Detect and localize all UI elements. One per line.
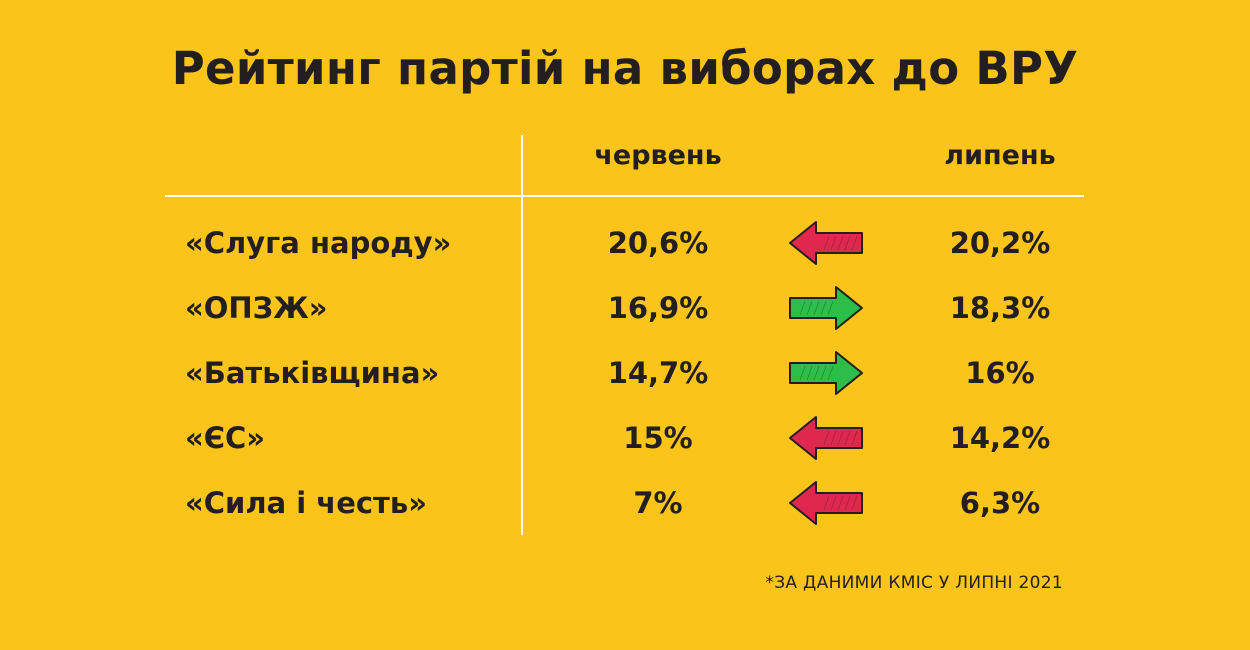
table-vertical-divider bbox=[521, 135, 523, 535]
june-value: 16,9% bbox=[607, 291, 709, 325]
table-row: «Сила і честь» 7% 6,3% bbox=[0, 478, 1250, 528]
july-value: 14,2% bbox=[949, 421, 1051, 455]
chart-title: Рейтинг партій на виборах до ВРУ bbox=[171, 42, 1079, 95]
table-row: «Слуга народу» 20,6% 20,2% bbox=[0, 218, 1250, 268]
party-name: «ЄС» bbox=[185, 421, 266, 455]
june-value: 14,7% bbox=[607, 356, 709, 390]
table-row: «ЄС» 15% 14,2% bbox=[0, 413, 1250, 463]
arrow-left-icon bbox=[789, 221, 863, 265]
arrow-right-icon bbox=[789, 351, 863, 395]
party-name: «ОПЗЖ» bbox=[185, 291, 328, 325]
table-header-divider bbox=[165, 195, 1084, 197]
column-header-july: липень bbox=[944, 140, 1056, 171]
july-value: 18,3% bbox=[949, 291, 1051, 325]
july-value: 6,3% bbox=[959, 486, 1041, 520]
arrow-left-icon bbox=[789, 416, 863, 460]
table-row: «ОПЗЖ» 16,9% 18,3% bbox=[0, 283, 1250, 333]
july-value: 16% bbox=[965, 356, 1035, 390]
july-value: 20,2% bbox=[949, 226, 1051, 260]
party-name: «Слуга народу» bbox=[185, 226, 452, 260]
june-value: 15% bbox=[623, 421, 693, 455]
arrow-left-icon bbox=[789, 481, 863, 525]
arrow-right-icon bbox=[789, 286, 863, 330]
table-row: «Батьківщина» 14,7% 16% bbox=[0, 348, 1250, 398]
june-value: 20,6% bbox=[607, 226, 709, 260]
source-footnote: *ЗА ДАНИМИ КМІС У ЛИПНІ 2021 bbox=[765, 573, 1063, 593]
column-header-june: червень bbox=[594, 140, 722, 171]
party-name: «Сила і честь» bbox=[185, 486, 427, 520]
june-value: 7% bbox=[633, 486, 683, 520]
party-name: «Батьківщина» bbox=[185, 356, 440, 390]
